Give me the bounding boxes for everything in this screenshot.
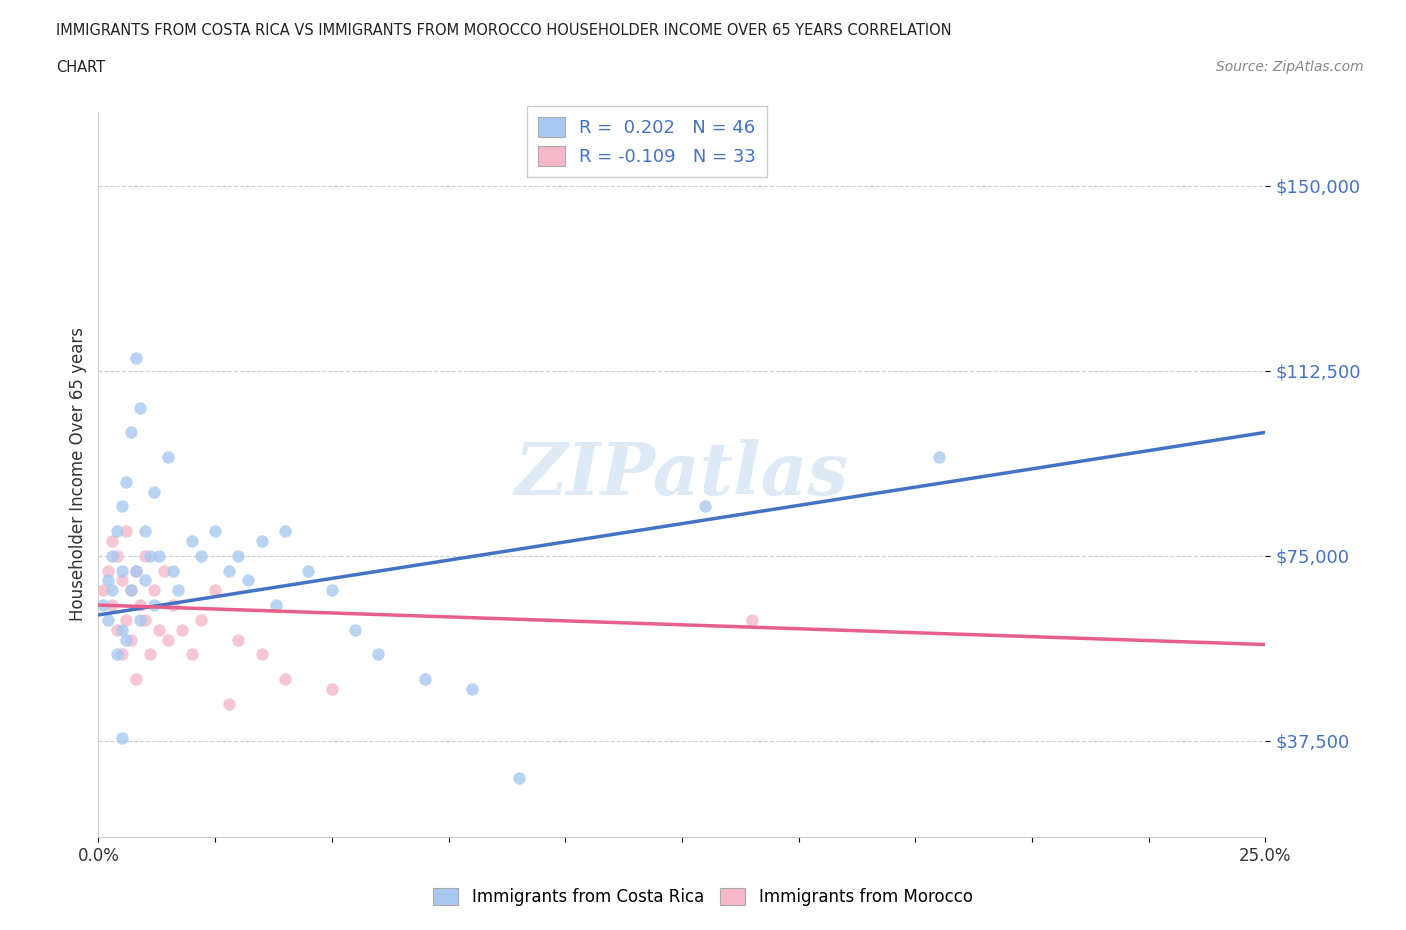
Point <box>321 682 343 697</box>
Point <box>157 632 180 647</box>
Point <box>152 563 174 578</box>
Point <box>125 563 148 578</box>
Text: Source: ZipAtlas.com: Source: ZipAtlas.com <box>1216 60 1364 74</box>
Point <box>105 549 128 564</box>
Legend: Immigrants from Costa Rica, Immigrants from Morocco: Immigrants from Costa Rica, Immigrants f… <box>426 881 980 912</box>
Point <box>162 598 184 613</box>
Point <box>236 573 259 588</box>
Point <box>129 598 152 613</box>
Point <box>204 524 226 538</box>
Point <box>148 622 170 637</box>
Text: ZIPatlas: ZIPatlas <box>515 439 849 510</box>
Point <box>120 632 142 647</box>
Point <box>105 622 128 637</box>
Point <box>157 449 180 464</box>
Point <box>162 563 184 578</box>
Point <box>180 647 202 662</box>
Point <box>115 474 138 489</box>
Point <box>228 632 250 647</box>
Point <box>413 671 436 686</box>
Point <box>111 563 134 578</box>
Point <box>111 498 134 513</box>
Point <box>105 524 128 538</box>
Point <box>111 647 134 662</box>
Point <box>115 632 138 647</box>
Point <box>120 583 142 598</box>
Point <box>143 583 166 598</box>
Point <box>111 731 134 746</box>
Point <box>125 563 148 578</box>
Point <box>180 534 202 549</box>
Point <box>928 449 950 464</box>
Point <box>204 583 226 598</box>
Point <box>250 534 273 549</box>
Point <box>367 647 389 662</box>
Text: IMMIGRANTS FROM COSTA RICA VS IMMIGRANTS FROM MOROCCO HOUSEHOLDER INCOME OVER 65: IMMIGRANTS FROM COSTA RICA VS IMMIGRANTS… <box>56 23 952 38</box>
Point <box>111 622 134 637</box>
Point <box>125 671 148 686</box>
Point <box>166 583 188 598</box>
Point <box>274 671 297 686</box>
Point <box>461 682 484 697</box>
Point <box>321 583 343 598</box>
Point <box>190 613 212 628</box>
Point <box>139 647 162 662</box>
Point <box>101 534 124 549</box>
Point <box>120 583 142 598</box>
Point <box>143 485 166 499</box>
Point <box>139 549 162 564</box>
Point <box>250 647 273 662</box>
Point <box>111 573 134 588</box>
Y-axis label: Householder Income Over 65 years: Householder Income Over 65 years <box>69 327 87 621</box>
Point <box>695 498 717 513</box>
Point <box>274 524 297 538</box>
Point <box>129 400 152 415</box>
Point <box>101 598 124 613</box>
Point <box>508 770 530 785</box>
Point <box>134 549 156 564</box>
Point <box>91 598 114 613</box>
Point <box>143 598 166 613</box>
Point <box>134 524 156 538</box>
Point <box>91 583 114 598</box>
Point <box>129 613 152 628</box>
Point <box>228 549 250 564</box>
Point <box>115 613 138 628</box>
Point <box>218 697 240 711</box>
Point <box>120 425 142 440</box>
Point <box>297 563 319 578</box>
Point <box>115 524 138 538</box>
Point <box>97 573 120 588</box>
Point <box>148 549 170 564</box>
Point <box>344 622 367 637</box>
Point <box>101 549 124 564</box>
Point <box>105 647 128 662</box>
Point <box>134 573 156 588</box>
Point <box>97 613 120 628</box>
Point <box>125 351 148 365</box>
Point <box>134 613 156 628</box>
Point <box>190 549 212 564</box>
Legend: R =  0.202   N = 46, R = -0.109   N = 33: R = 0.202 N = 46, R = -0.109 N = 33 <box>527 106 766 177</box>
Point <box>97 563 120 578</box>
Point <box>264 598 287 613</box>
Text: CHART: CHART <box>56 60 105 75</box>
Point <box>218 563 240 578</box>
Point <box>172 622 194 637</box>
Point <box>101 583 124 598</box>
Point <box>741 613 763 628</box>
